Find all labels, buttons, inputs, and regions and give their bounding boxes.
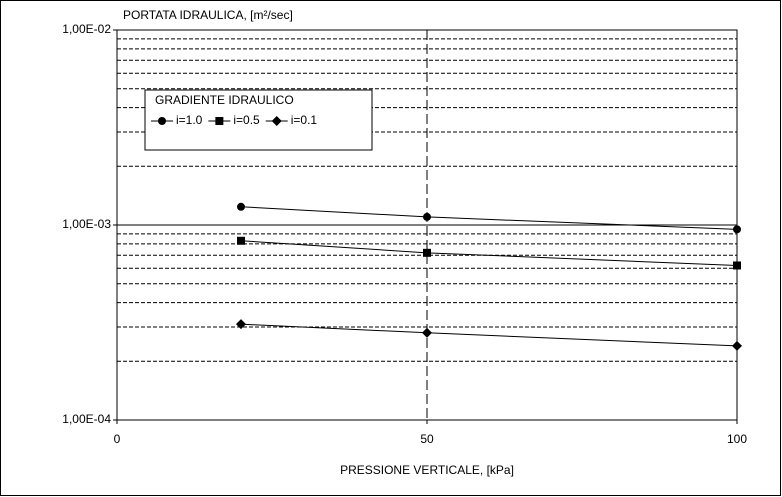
legend-label: i=0.5: [233, 113, 260, 127]
legend-box: [144, 89, 373, 151]
marker: [271, 116, 282, 126]
x-tick-label: 50: [420, 432, 434, 446]
chart-title: PORTATA IDRAULICA, [m²/sec]: [123, 8, 293, 22]
marker: [732, 340, 742, 351]
marker: [237, 202, 245, 211]
x-tick-label: 100: [727, 432, 747, 446]
marker: [733, 225, 741, 234]
marker: [423, 212, 431, 221]
y-tick-label: 1,00E-04: [62, 412, 111, 426]
legend-label: i=1.0: [176, 113, 203, 127]
y-tick-label: 1,00E-02: [62, 22, 111, 36]
plot-area: [116, 29, 738, 421]
marker: [158, 117, 166, 125]
marker: [215, 117, 224, 125]
y-tick-label: 1,00E-03: [62, 217, 111, 231]
marker: [236, 319, 246, 330]
marker: [237, 236, 245, 245]
x-axis-label: PRESSIONE VERTICALE, [kPa]: [340, 463, 514, 477]
legend-title: GRADIENTE IDRAULICO: [155, 93, 294, 107]
x-tick-label: 0: [114, 432, 121, 446]
marker: [423, 248, 431, 257]
marker: [733, 261, 741, 270]
legend-label: i=0.1: [291, 113, 318, 127]
marker: [422, 327, 432, 338]
